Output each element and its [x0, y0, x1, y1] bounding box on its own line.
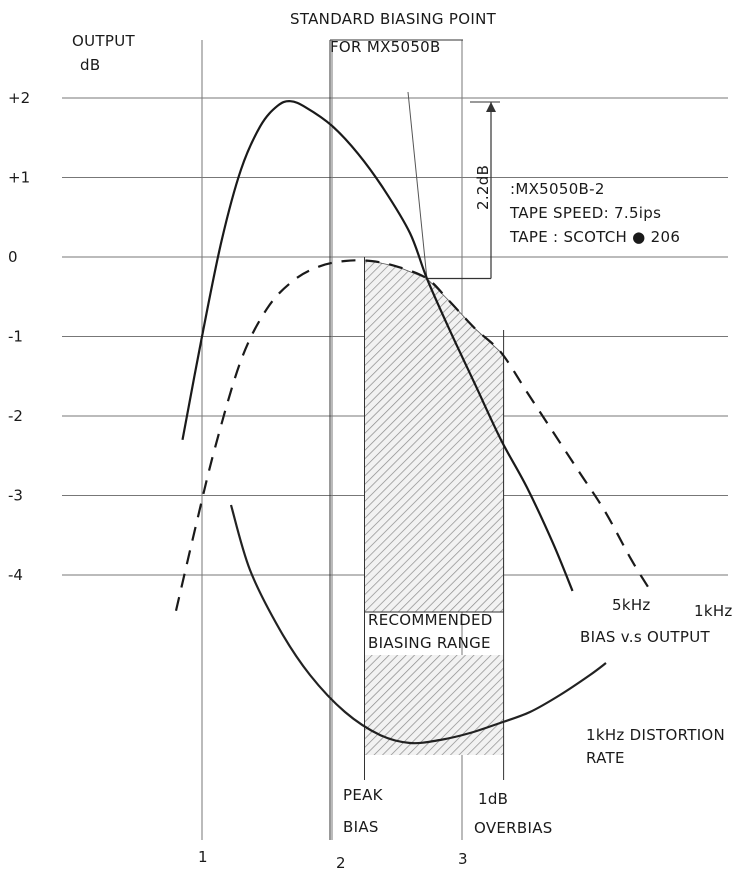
- recommended-range-shade: [364, 260, 504, 613]
- standard-bias-marker: [329, 39, 463, 840]
- dim-label: 2.2dB: [474, 165, 492, 210]
- info-line-2: TAPE SPEED: 7.5ips: [509, 204, 661, 222]
- info-line-3: TAPE : SCOTCH ● 206: [509, 228, 680, 246]
- dimension-2-2db: [426, 101, 500, 280]
- y-tick-label: 0: [8, 248, 18, 266]
- peak-bias-label-1: PEAK: [343, 786, 384, 804]
- title-line-2: FOR MX5050B: [330, 38, 441, 56]
- distortion-label-1: 1kHz DISTORTION: [586, 726, 725, 744]
- label-5khz: 5kHz: [612, 596, 651, 614]
- distortion-curve: [229, 504, 607, 745]
- series-1kHz: [174, 259, 652, 612]
- peak-bias-label-2: BIAS: [343, 818, 379, 836]
- x-tick-label: 3: [458, 850, 468, 868]
- y-axis-label-2: dB: [80, 56, 100, 74]
- y-tick-label: -1: [8, 328, 23, 346]
- series-layer: [174, 100, 652, 612]
- range-label-2: BIASING RANGE: [368, 634, 491, 652]
- y-tick-label: +2: [8, 89, 30, 107]
- y-tick-label: +1: [8, 169, 30, 187]
- overbias-label-1: 1dB: [478, 790, 508, 808]
- series-5kHz: [181, 100, 574, 592]
- label-1khz: 1kHz: [694, 602, 733, 620]
- y-tick-labels: +2 +1 0 -1 -2 -3 -4: [8, 89, 30, 584]
- x-tick-label: 2: [336, 854, 346, 872]
- label-bias-vs-output: BIAS v.s OUTPUT: [580, 628, 711, 646]
- range-markers: [364, 257, 505, 780]
- overbias-label-2: OVERBIAS: [474, 819, 553, 837]
- info-line-1: :MX5050B-2: [510, 180, 605, 198]
- x-tick-labels: 1 2 3: [198, 848, 468, 872]
- range-label-1: RECOMMENDED: [368, 611, 493, 629]
- y-tick-label: -4: [8, 566, 23, 584]
- title-line-1: STANDARD BIASING POINT: [290, 10, 497, 28]
- y-axis-label-1: OUTPUT: [72, 32, 135, 50]
- y-tick-label: -3: [8, 487, 23, 505]
- distortion-label-2: RATE: [586, 749, 625, 767]
- y-tick-label: -2: [8, 407, 23, 425]
- x-tick-label: 1: [198, 848, 208, 866]
